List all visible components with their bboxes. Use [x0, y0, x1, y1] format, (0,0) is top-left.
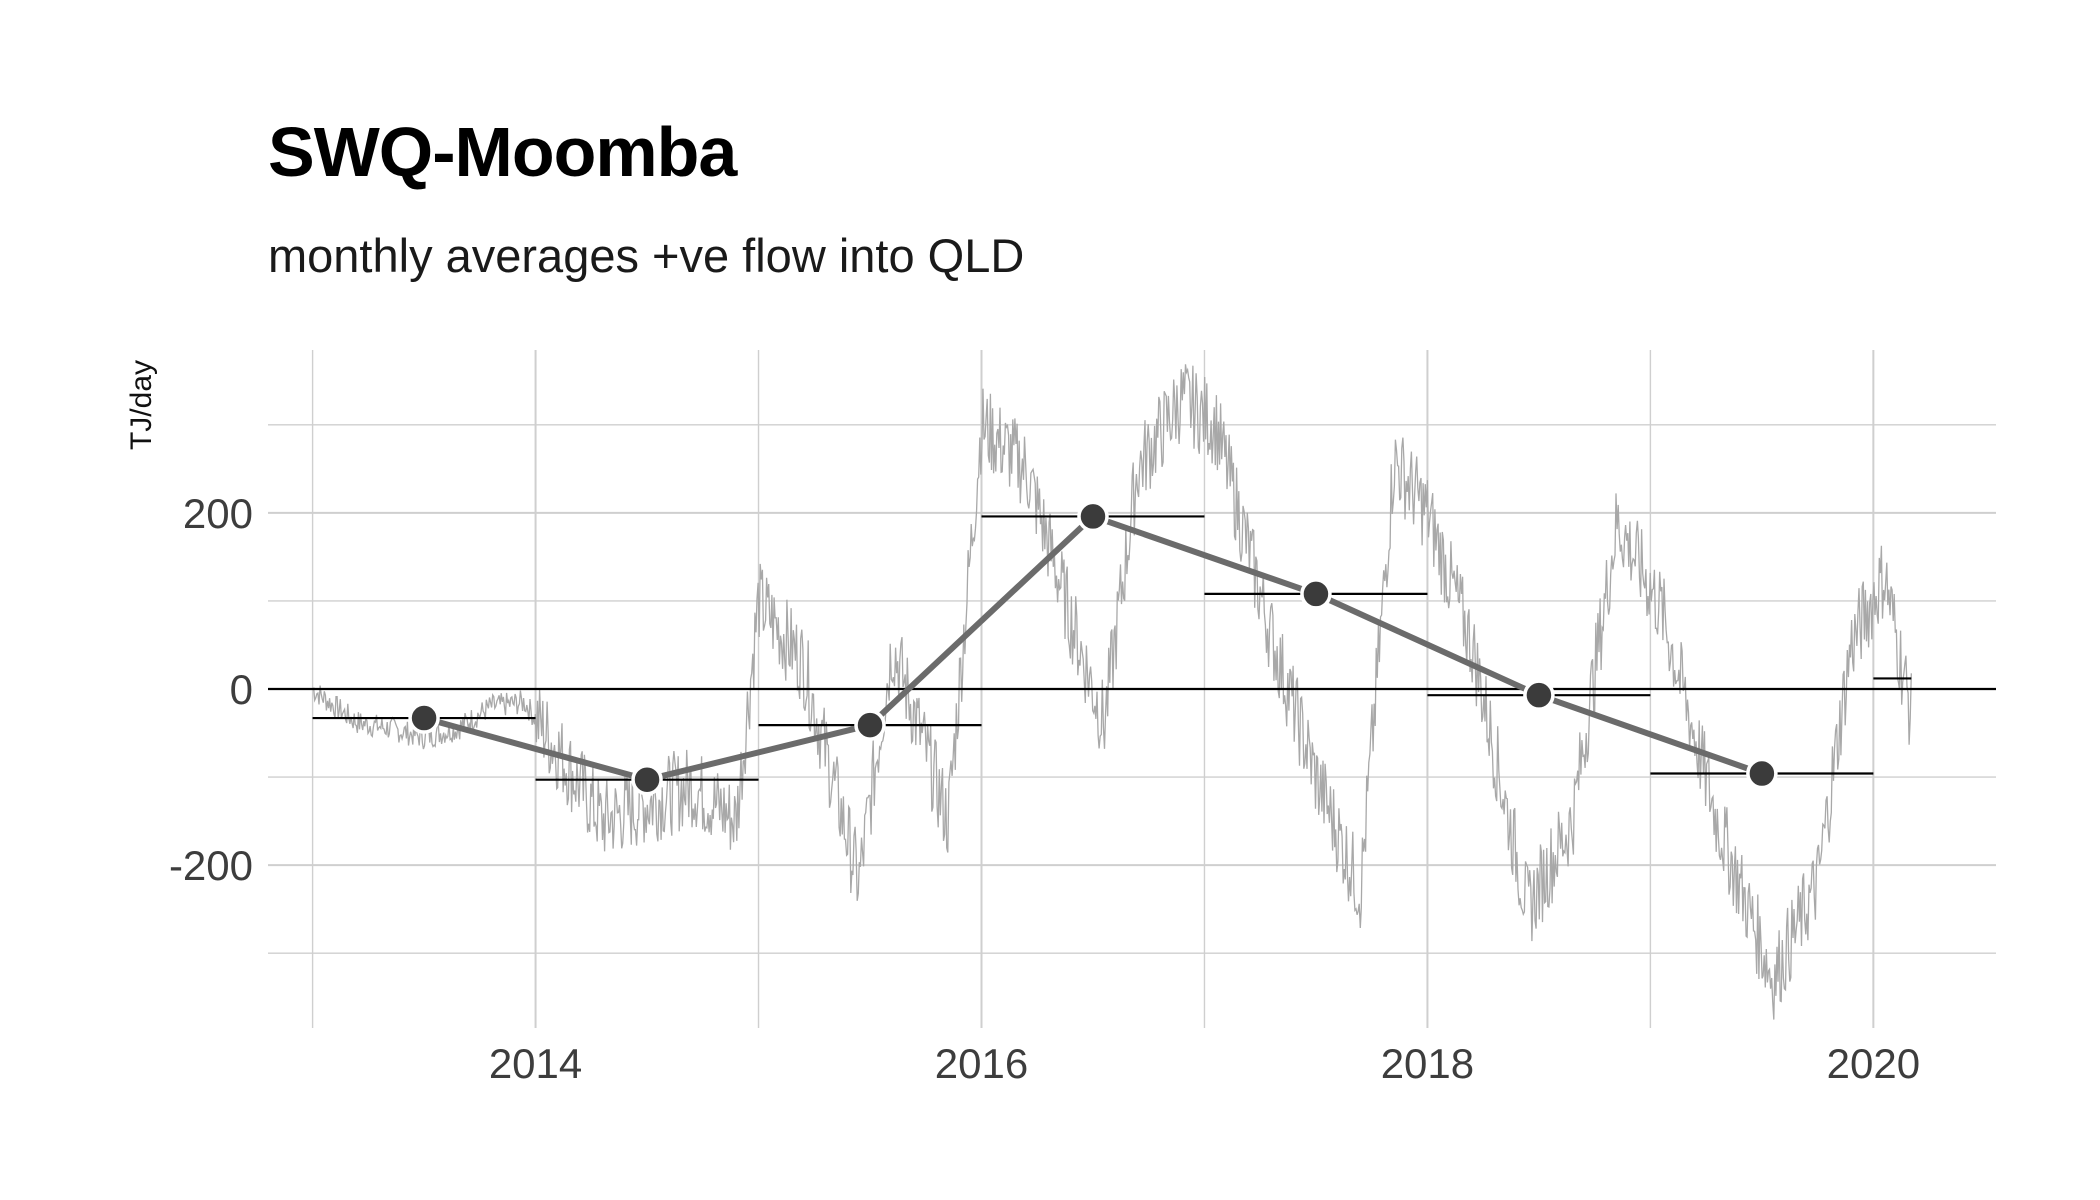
annual-mean-point: [1523, 679, 1555, 711]
annual-mean-point: [631, 763, 663, 796]
x-tick-label: 2014: [489, 1040, 582, 1087]
annual-mean-point: [408, 702, 440, 734]
y-tick-labels: -200 0 200: [169, 490, 253, 889]
annual-mean-points: [408, 500, 1778, 796]
x-tick-label: 2020: [1827, 1040, 1920, 1087]
annual-mean-trend-line: [423, 513, 1763, 783]
annual-mean-point: [1077, 500, 1109, 533]
annual-mean-point: [1746, 757, 1778, 790]
chart-subtitle: monthly averages +ve flow into QLD: [268, 229, 1025, 282]
chart-title: SWQ-Moomba: [268, 113, 737, 191]
annual-mean-point: [854, 709, 886, 741]
x-tick-labels: 2014 2016 2018 2020: [489, 1040, 1920, 1087]
daily-flow-line: [312, 364, 1912, 1020]
y-tick-label: -200: [169, 842, 253, 889]
y-tick-label: 0: [230, 666, 253, 713]
y-tick-label: 200: [183, 490, 253, 537]
annual-mean-point: [1300, 578, 1332, 610]
annual-mean-line: [423, 513, 1763, 783]
daily-flow-series: [312, 364, 1912, 1020]
x-tick-label: 2018: [1381, 1040, 1474, 1087]
x-tick-label: 2016: [935, 1040, 1028, 1087]
y-axis-label: TJ/day: [125, 360, 158, 450]
